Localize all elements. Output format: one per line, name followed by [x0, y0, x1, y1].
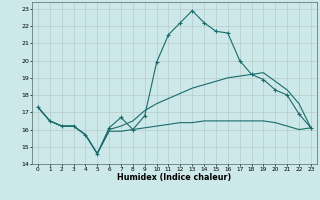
X-axis label: Humidex (Indice chaleur): Humidex (Indice chaleur): [117, 173, 232, 182]
